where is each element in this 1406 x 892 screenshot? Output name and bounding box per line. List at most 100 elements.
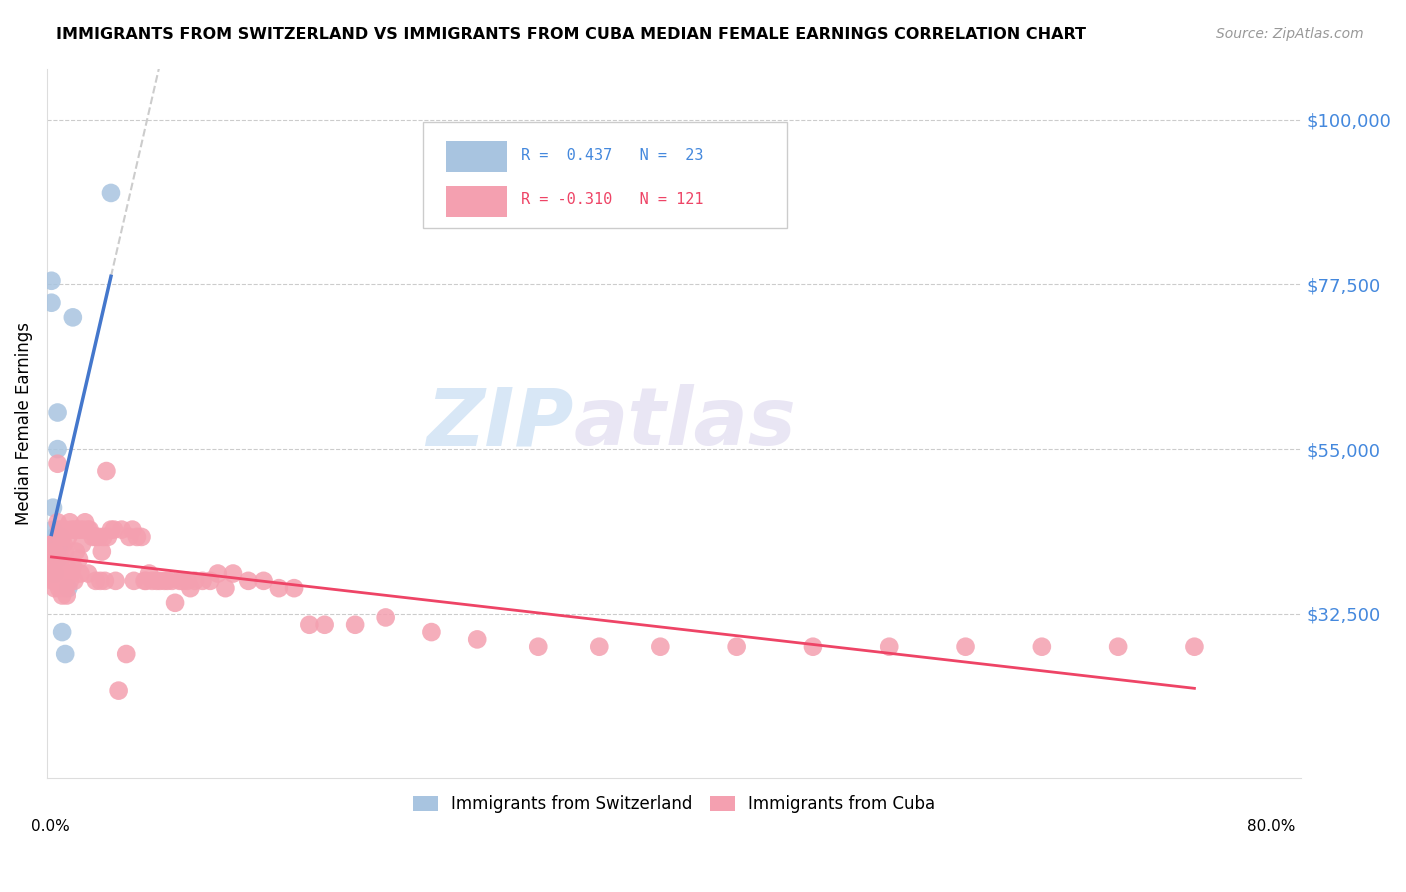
- Point: [172, 574, 194, 588]
- Point: [104, 574, 127, 588]
- Text: IMMIGRANTS FROM SWITZERLAND VS IMMIGRANTS FROM CUBA MEDIAN FEMALE EARNINGS CORRE: IMMIGRANTS FROM SWITZERLAND VS IMMIGRANT…: [56, 27, 1087, 42]
- Point: [115, 647, 138, 661]
- Text: atlas: atlas: [574, 384, 796, 462]
- Point: [156, 574, 179, 588]
- FancyBboxPatch shape: [446, 186, 508, 217]
- Point: [191, 574, 214, 588]
- Point: [169, 574, 191, 588]
- Text: 0.0%: 0.0%: [31, 819, 69, 834]
- Point: [51, 530, 73, 544]
- Point: [44, 537, 66, 551]
- Point: [58, 581, 80, 595]
- Point: [49, 530, 72, 544]
- Point: [52, 537, 75, 551]
- Point: [238, 574, 260, 588]
- FancyBboxPatch shape: [423, 122, 787, 228]
- Point: [63, 574, 86, 588]
- Point: [298, 617, 321, 632]
- Point: [53, 647, 76, 661]
- Point: [100, 186, 122, 200]
- Point: [45, 559, 67, 574]
- Point: [60, 523, 83, 537]
- Point: [90, 544, 112, 558]
- Point: [1031, 640, 1053, 654]
- Point: [107, 683, 129, 698]
- Point: [121, 523, 143, 537]
- Point: [44, 581, 66, 595]
- Point: [84, 574, 107, 588]
- Point: [79, 523, 101, 537]
- Text: 80.0%: 80.0%: [1247, 819, 1295, 834]
- Point: [51, 589, 73, 603]
- Point: [135, 574, 157, 588]
- Text: Source: ZipAtlas.com: Source: ZipAtlas.com: [1216, 27, 1364, 41]
- Point: [45, 574, 67, 588]
- Point: [49, 530, 72, 544]
- Point: [49, 552, 72, 566]
- Point: [49, 574, 72, 588]
- Point: [77, 523, 100, 537]
- Point: [45, 552, 67, 566]
- Point: [45, 537, 67, 551]
- Point: [179, 581, 201, 595]
- Point: [207, 566, 229, 581]
- Point: [69, 523, 91, 537]
- Point: [51, 625, 73, 640]
- Point: [41, 274, 63, 288]
- Point: [46, 457, 69, 471]
- Point: [58, 530, 80, 544]
- Point: [44, 537, 66, 551]
- Point: [588, 640, 610, 654]
- Point: [160, 574, 183, 588]
- Point: [42, 537, 65, 551]
- Point: [149, 574, 172, 588]
- Point: [62, 310, 84, 325]
- Point: [58, 566, 80, 581]
- Point: [51, 523, 73, 537]
- Point: [214, 581, 236, 595]
- Point: [65, 544, 87, 558]
- Point: [222, 566, 245, 581]
- Point: [252, 574, 274, 588]
- Point: [42, 523, 65, 537]
- Point: [801, 640, 824, 654]
- Point: [48, 552, 70, 566]
- Point: [59, 516, 82, 530]
- Point: [55, 559, 77, 574]
- Point: [96, 464, 118, 478]
- Point: [53, 544, 76, 558]
- Point: [46, 552, 69, 566]
- Point: [66, 523, 89, 537]
- Point: [184, 574, 207, 588]
- Point: [955, 640, 977, 654]
- Point: [45, 530, 67, 544]
- Point: [53, 581, 76, 595]
- Point: [60, 566, 83, 581]
- Point: [111, 523, 134, 537]
- Point: [165, 596, 187, 610]
- Point: [41, 537, 63, 551]
- Point: [100, 523, 122, 537]
- Text: R =  0.437   N =  23: R = 0.437 N = 23: [522, 148, 703, 162]
- Point: [877, 640, 900, 654]
- Point: [93, 530, 115, 544]
- Legend: Immigrants from Switzerland, Immigrants from Cuba: Immigrants from Switzerland, Immigrants …: [406, 789, 942, 820]
- Point: [53, 523, 76, 537]
- Point: [44, 566, 66, 581]
- Point: [42, 500, 65, 515]
- Point: [1107, 640, 1129, 654]
- Point: [73, 516, 96, 530]
- Point: [344, 617, 367, 632]
- Point: [41, 295, 63, 310]
- Point: [55, 589, 77, 603]
- Point: [118, 530, 141, 544]
- Point: [48, 530, 70, 544]
- Point: [72, 523, 94, 537]
- Point: [46, 574, 69, 588]
- Y-axis label: Median Female Earnings: Median Female Earnings: [15, 322, 32, 525]
- Point: [48, 581, 70, 595]
- Point: [49, 537, 72, 551]
- Point: [67, 552, 90, 566]
- Point: [374, 610, 396, 624]
- Point: [63, 523, 86, 537]
